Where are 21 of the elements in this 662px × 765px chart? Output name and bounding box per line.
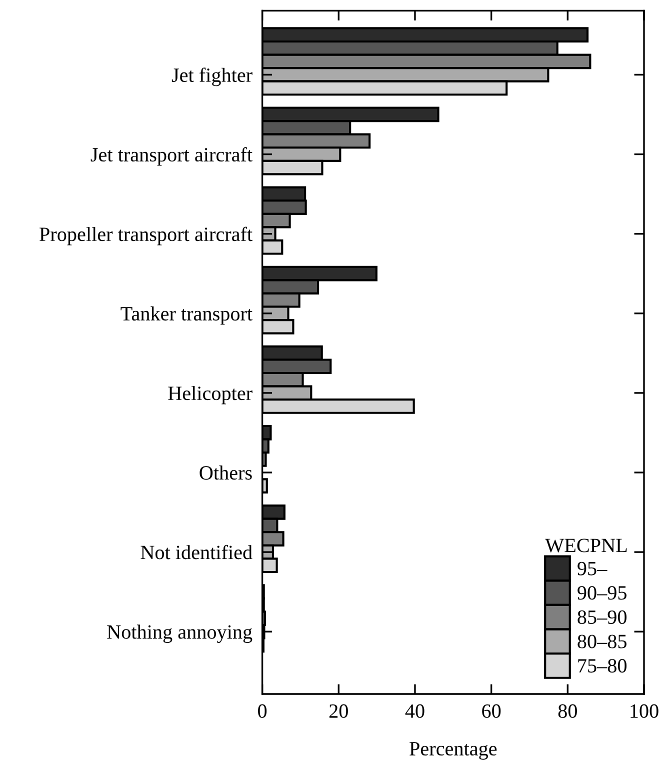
y-tick-label: Propeller transport aircraft (40, 226, 252, 246)
y-tick-label: Others (200, 466, 252, 480)
y-tick-label: Jet transport aircraft (90, 147, 252, 166)
y-tick-label: Nothing annoying (107, 624, 252, 643)
x-tick-label: 100 (630, 704, 658, 718)
y-tick-label: Helicopter (168, 386, 252, 404)
y-tick-label: Not identified (140, 544, 252, 560)
x-tick-label: 80 (558, 704, 577, 718)
legend-label: 95– (578, 562, 608, 576)
legend-label: 90–95 (578, 586, 626, 600)
x-tick-label: 40 (405, 704, 424, 718)
x-tick-label: 20 (329, 704, 348, 718)
x-tick-label: 60 (482, 704, 501, 718)
legend-label: 80–85 (578, 634, 626, 648)
y-tick-label: Tanker transport (120, 306, 252, 325)
x-tick-label: 0 (258, 704, 267, 718)
x-axis-title: Percentage (410, 742, 497, 760)
legend-title: WECPNL (545, 538, 627, 552)
legend-label: 85–90 (578, 610, 626, 624)
legend-label: 75–80 (578, 659, 626, 673)
y-tick-label: Jet fighter (172, 68, 252, 86)
